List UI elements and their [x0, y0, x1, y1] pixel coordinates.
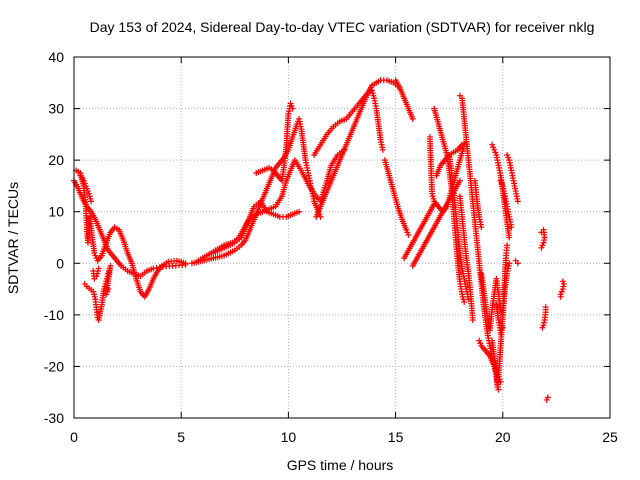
data-point — [499, 324, 506, 331]
data-point — [543, 396, 550, 403]
series-track-m — [392, 77, 416, 122]
y-tick-label: 20 — [48, 152, 64, 168]
data-point — [296, 208, 303, 215]
data-point — [95, 265, 102, 272]
y-tick-label: 30 — [48, 101, 64, 117]
data-point — [539, 324, 546, 331]
series-track-e — [90, 265, 102, 282]
x-tick-label: 20 — [495, 429, 511, 445]
data-point — [461, 298, 468, 305]
data-point — [514, 260, 521, 267]
x-tick-label: 5 — [177, 429, 185, 445]
data-point — [506, 260, 513, 267]
y-tick-label: -30 — [44, 410, 64, 426]
data-point — [289, 105, 296, 112]
data-points — [71, 77, 567, 403]
series-track-z — [493, 301, 506, 336]
data-point — [508, 224, 515, 231]
data-point — [557, 293, 564, 300]
series-track-i — [253, 100, 296, 184]
data-point — [379, 146, 386, 153]
data-point — [506, 234, 513, 241]
series-track-g — [195, 146, 348, 264]
series-track-k — [311, 87, 386, 158]
data-point — [88, 198, 95, 205]
series-track-n — [401, 200, 438, 262]
data-point — [182, 260, 189, 267]
data-point — [409, 115, 416, 122]
data-point — [456, 177, 463, 184]
series-track-a — [71, 177, 189, 280]
axis-ticks — [73, 56, 611, 419]
x-tick-label: 25 — [602, 429, 618, 445]
series-track-c — [77, 172, 95, 205]
data-point — [405, 231, 412, 238]
y-tick-label: -10 — [44, 307, 64, 323]
series-track-ag — [543, 394, 551, 403]
x-tick-label: 0 — [70, 429, 78, 445]
data-point — [504, 242, 511, 249]
data-point — [469, 317, 476, 324]
x-tick-label: 15 — [388, 429, 404, 445]
y-tick-label: 0 — [56, 255, 64, 271]
x-axis-label: GPS time / hours — [287, 457, 394, 473]
y-tick-label: -20 — [44, 358, 64, 374]
y-tick-label: 40 — [48, 49, 64, 65]
series-track-af — [539, 304, 549, 331]
chart-title: Day 153 of 2024, Sidereal Day-to-day VTE… — [90, 19, 595, 35]
series-track-u — [471, 177, 485, 231]
series-track-ac — [504, 151, 521, 205]
y-axis-label: SDTVAR / TECUs — [5, 182, 21, 294]
grid — [74, 57, 610, 418]
series-track-b — [73, 167, 189, 300]
series-track-s — [446, 151, 472, 303]
series-track-f — [188, 115, 324, 267]
data-point — [478, 224, 485, 231]
series-track-ab — [489, 141, 513, 241]
series-track-v — [456, 193, 476, 324]
y-tick-label: 10 — [48, 204, 64, 220]
x-tick-labels: 0 5 10 15 20 25 — [70, 429, 618, 445]
series-track-j — [313, 77, 403, 220]
series-track-h — [210, 198, 303, 256]
series-track-ae — [538, 226, 548, 251]
data-point — [514, 198, 521, 205]
plot-frame — [73, 56, 611, 419]
x-tick-label: 10 — [281, 429, 297, 445]
data-point — [105, 286, 112, 293]
series-track-d — [81, 262, 114, 324]
data-point — [538, 244, 545, 251]
y-tick-labels: -30 -20 -10 0 10 20 30 40 — [44, 49, 64, 426]
series-track-l — [381, 157, 412, 238]
series-track-ad — [512, 257, 521, 267]
series-track-ah — [557, 278, 567, 300]
